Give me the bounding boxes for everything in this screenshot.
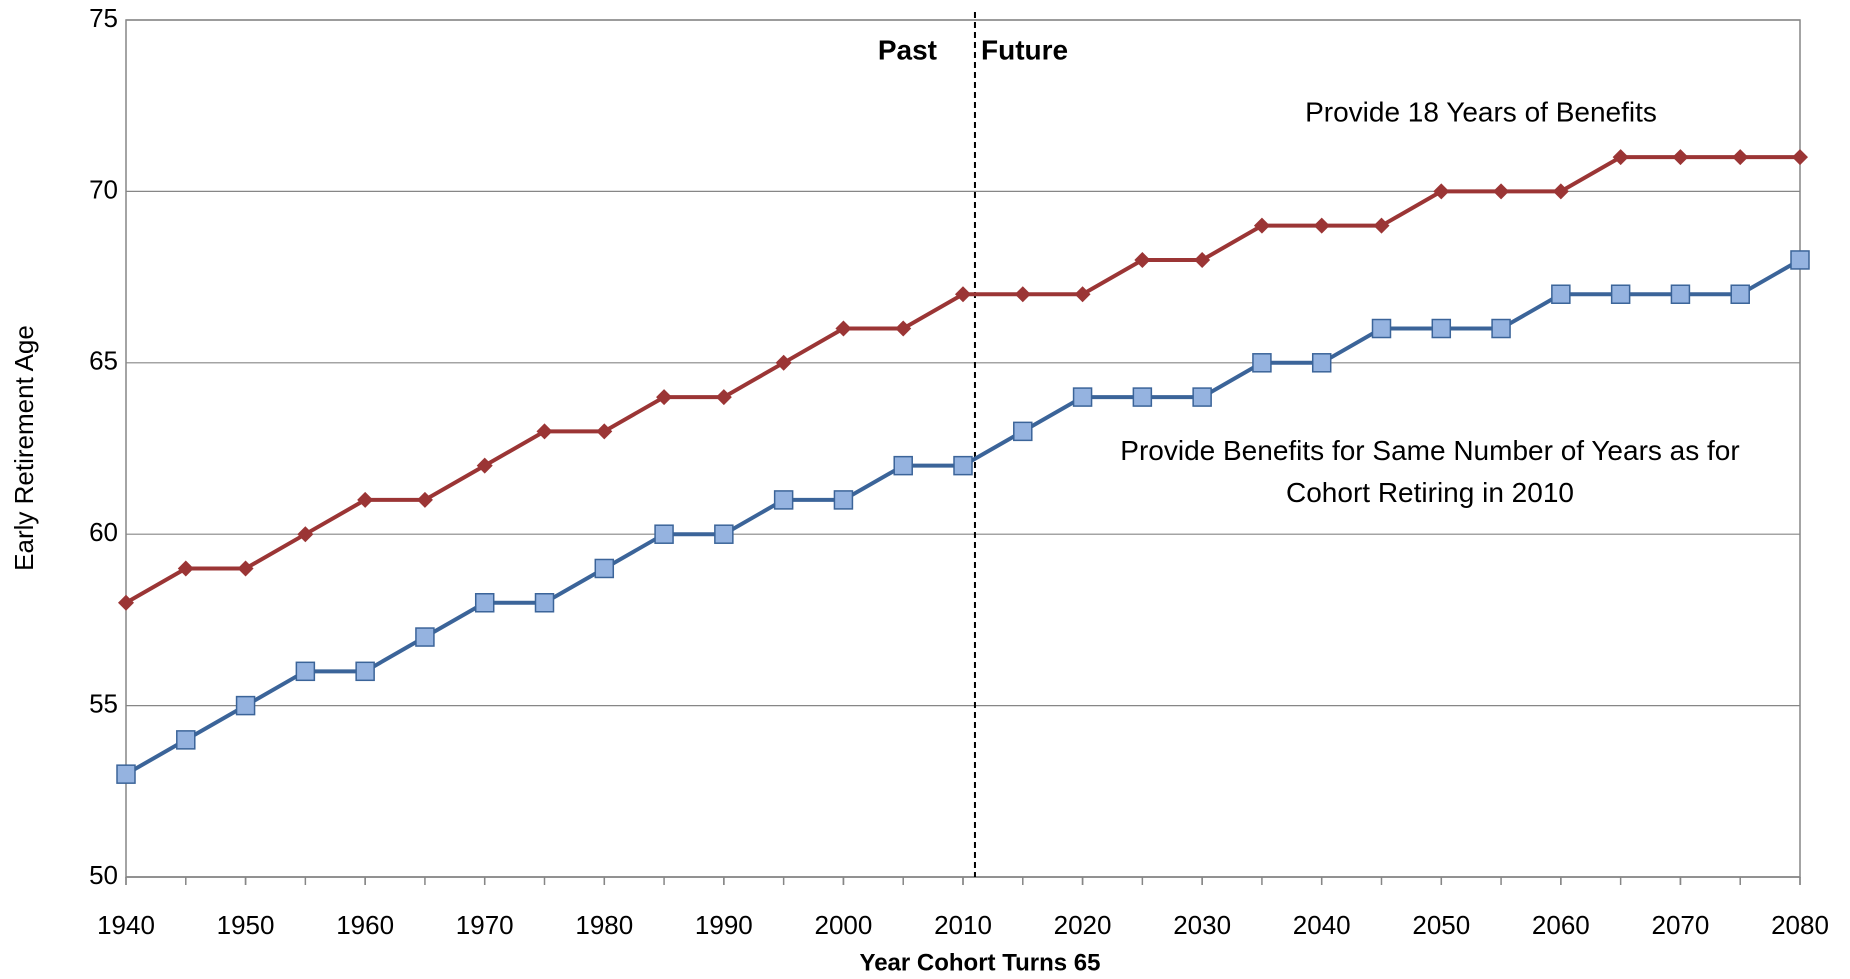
x-tick-label: 2000: [815, 910, 873, 940]
x-tick-label: 1980: [575, 910, 633, 940]
marker: [1552, 183, 1569, 200]
x-tick-label: 2080: [1771, 910, 1829, 940]
marker: [654, 524, 674, 544]
y-tick-label: 60: [89, 517, 118, 547]
marker: [297, 526, 314, 543]
marker: [1014, 286, 1031, 303]
marker: [534, 593, 555, 613]
marker: [1732, 149, 1749, 166]
marker: [715, 389, 732, 406]
marker: [1433, 183, 1450, 200]
marker: [1493, 183, 1510, 200]
marker: [775, 354, 792, 371]
marker: [1252, 353, 1272, 373]
x-tick-label: 1990: [695, 910, 753, 940]
y-axis-label: Early Retirement Age: [9, 325, 39, 571]
series-line: [125, 155, 1800, 605]
x-axis-label: Year Cohort Turns 65: [860, 949, 1101, 976]
marker: [955, 286, 971, 303]
marker: [237, 560, 254, 577]
x-tick-label: 2030: [1173, 910, 1231, 940]
marker: [1670, 284, 1691, 304]
marker: [295, 661, 316, 682]
y-tick-label: 65: [89, 346, 118, 376]
marker: [415, 627, 435, 647]
marker: [1373, 217, 1390, 234]
x-tick-label: 2060: [1532, 910, 1590, 940]
marker: [357, 491, 374, 508]
marker: [1072, 387, 1093, 407]
marker: [1610, 284, 1631, 304]
y-tick-label: 75: [89, 3, 118, 33]
y-tick-label: 70: [89, 174, 118, 204]
marker: [1074, 286, 1091, 303]
marker: [1253, 217, 1270, 234]
x-tick-label: 2010: [934, 910, 992, 940]
marker: [773, 490, 794, 510]
marker: [474, 593, 495, 613]
marker: [1311, 353, 1332, 373]
marker: [714, 524, 734, 544]
x-tick-label: 1960: [336, 910, 394, 940]
marker: [1194, 251, 1211, 268]
marker: [893, 455, 913, 476]
marker: [1672, 149, 1689, 166]
series-label: Provide Benefits for Same Number of Year…: [1120, 435, 1740, 508]
marker: [1491, 318, 1511, 339]
marker: [355, 661, 375, 682]
past-label: Past: [878, 34, 937, 65]
marker: [656, 389, 673, 406]
x-tick-label: 2020: [1054, 910, 1112, 940]
marker: [594, 558, 615, 579]
marker: [1730, 284, 1750, 304]
marker: [235, 695, 256, 716]
marker: [1134, 251, 1151, 268]
marker: [895, 320, 912, 337]
x-tick-label: 2070: [1652, 910, 1710, 940]
marker: [1431, 318, 1452, 339]
marker: [596, 423, 613, 440]
marker: [833, 490, 854, 510]
y-tick-label: 50: [89, 860, 118, 890]
x-tick-label: 1940: [97, 910, 155, 940]
marker: [1132, 387, 1153, 407]
marker: [116, 764, 136, 784]
marker: [177, 560, 194, 577]
marker: [1792, 149, 1808, 166]
marker: [1790, 250, 1810, 270]
marker: [476, 457, 493, 474]
x-tick-label: 2040: [1293, 910, 1351, 940]
x-tick-label: 2050: [1412, 910, 1470, 940]
series-line: [125, 258, 1801, 776]
marker: [835, 320, 852, 337]
marker: [416, 491, 433, 508]
x-tick-label: 1970: [456, 910, 514, 940]
marker: [1313, 217, 1330, 234]
marker: [1371, 318, 1392, 339]
marker: [536, 423, 553, 440]
y-tick-label: 55: [89, 688, 118, 718]
marker: [176, 730, 196, 750]
x-tick-label: 1950: [217, 910, 275, 940]
marker: [1612, 149, 1629, 166]
marker: [1192, 387, 1212, 407]
marker: [1551, 284, 1571, 304]
marker: [118, 594, 134, 611]
marker: [1013, 421, 1033, 442]
series-label: Provide 18 Years of Benefits: [1305, 96, 1657, 127]
future-label: Future: [981, 34, 1068, 65]
marker: [953, 455, 973, 476]
